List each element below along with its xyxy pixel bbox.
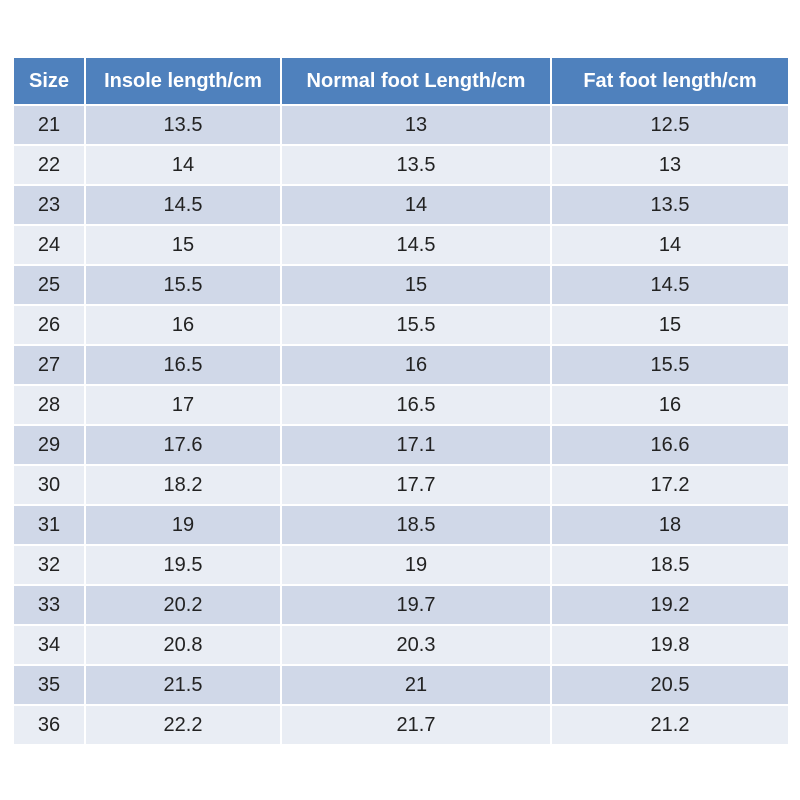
table-cell: 21.7 (282, 706, 550, 744)
table-cell: 13 (282, 106, 550, 144)
table-cell: 19.2 (552, 586, 788, 624)
table-cell: 14.5 (552, 266, 788, 304)
table-cell: 29 (14, 426, 84, 464)
header-row: Size Insole length/cm Normal foot Length/c… (14, 58, 788, 104)
table-cell: 18.2 (86, 466, 280, 504)
table-cell: 16.6 (552, 426, 788, 464)
table-cell: 13.5 (282, 146, 550, 184)
table-cell: 28 (14, 386, 84, 424)
table-cell: 22.2 (86, 706, 280, 744)
table-row: 22 14 13.5 13 (14, 146, 788, 184)
table-cell: 24 (14, 226, 84, 264)
table-cell: 18.5 (552, 546, 788, 584)
table-cell: 16 (552, 386, 788, 424)
table-cell: 15 (282, 266, 550, 304)
table-cell: 17.2 (552, 466, 788, 504)
table-cell: 19 (282, 546, 550, 584)
table-row: 36 22.2 21.7 21.2 (14, 706, 788, 744)
size-table: Size Insole length/cm Normal foot Length/c… (12, 56, 790, 746)
table-cell: 21.5 (86, 666, 280, 704)
table-cell: 21 (282, 666, 550, 704)
table-cell: 26 (14, 306, 84, 344)
table-cell: 20.2 (86, 586, 280, 624)
table-cell: 19.7 (282, 586, 550, 624)
table-cell: 17.7 (282, 466, 550, 504)
table-row: 34 20.8 20.3 19.8 (14, 626, 788, 664)
table-cell: 18 (552, 506, 788, 544)
table-cell: 13.5 (86, 106, 280, 144)
table-row: 27 16.5 16 15.5 (14, 346, 788, 384)
table-cell: 14 (552, 226, 788, 264)
table-cell: 16 (86, 306, 280, 344)
table-cell: 17.1 (282, 426, 550, 464)
table-cell: 31 (14, 506, 84, 544)
table-row: 32 19.5 19 18.5 (14, 546, 788, 584)
table-row: 33 20.2 19.7 19.2 (14, 586, 788, 624)
table-row: 30 18.2 17.7 17.2 (14, 466, 788, 504)
header-cell: Normal foot Length/cm (282, 58, 550, 104)
table-cell: 27 (14, 346, 84, 384)
table-cell: 20.5 (552, 666, 788, 704)
table-cell: 15 (86, 226, 280, 264)
table-cell: 21 (14, 106, 84, 144)
table-cell: 33 (14, 586, 84, 624)
table-cell: 34 (14, 626, 84, 664)
table-cell: 20.3 (282, 626, 550, 664)
table-cell: 22 (14, 146, 84, 184)
table-row: 31 19 18.5 18 (14, 506, 788, 544)
table-cell: 36 (14, 706, 84, 744)
table-body: 21 13.5 13 12.5 22 14 13.5 13 23 14.5 14 13.5 24 15 14… (14, 106, 788, 744)
table-cell: 32 (14, 546, 84, 584)
header-cell: Insole length/cm (86, 58, 280, 104)
table-cell: 17 (86, 386, 280, 424)
table-cell: 17.6 (86, 426, 280, 464)
table-cell: 15.5 (282, 306, 550, 344)
header-cell: Fat foot length/cm (552, 58, 788, 104)
table-cell: 30 (14, 466, 84, 504)
table-cell: 13.5 (552, 186, 788, 224)
table-row: 24 15 14.5 14 (14, 226, 788, 264)
header-cell: Size (14, 58, 84, 104)
table-cell: 14.5 (282, 226, 550, 264)
table-row: 35 21.5 21 20.5 (14, 666, 788, 704)
table-cell: 19 (86, 506, 280, 544)
table-cell: 14.5 (86, 186, 280, 224)
table-cell: 15 (552, 306, 788, 344)
table-cell: 16 (282, 346, 550, 384)
table-row: 29 17.6 17.1 16.6 (14, 426, 788, 464)
table-cell: 16.5 (282, 386, 550, 424)
table-row: 23 14.5 14 13.5 (14, 186, 788, 224)
table-cell: 15.5 (86, 266, 280, 304)
table-row: 21 13.5 13 12.5 (14, 106, 788, 144)
table-cell: 35 (14, 666, 84, 704)
table-cell: 14 (282, 186, 550, 224)
table-row: 26 16 15.5 15 (14, 306, 788, 344)
table-cell: 19.5 (86, 546, 280, 584)
table-row: 25 15.5 15 14.5 (14, 266, 788, 304)
table-row: 28 17 16.5 16 (14, 386, 788, 424)
table-cell: 18.5 (282, 506, 550, 544)
table-cell: 12.5 (552, 106, 788, 144)
table-cell: 21.2 (552, 706, 788, 744)
table-cell: 16.5 (86, 346, 280, 384)
table-cell: 23 (14, 186, 84, 224)
table-cell: 15.5 (552, 346, 788, 384)
table-cell: 20.8 (86, 626, 280, 664)
table-cell: 14 (86, 146, 280, 184)
table-cell: 19.8 (552, 626, 788, 664)
table-cell: 25 (14, 266, 84, 304)
table-cell: 13 (552, 146, 788, 184)
